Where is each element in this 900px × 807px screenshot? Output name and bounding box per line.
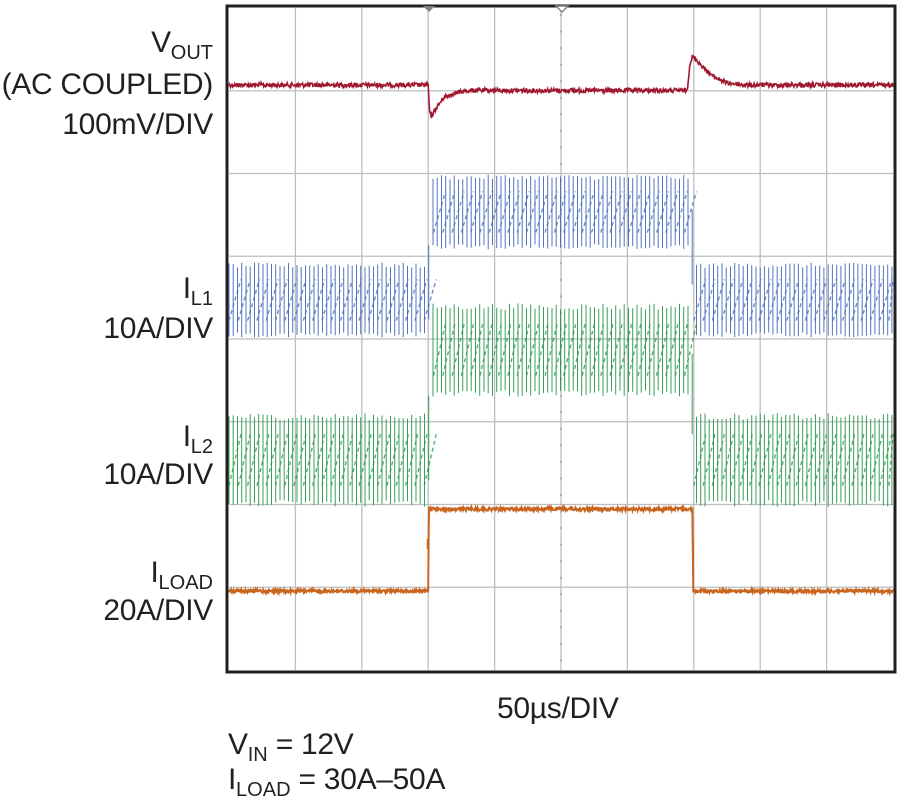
il2-label: IL2	[182, 420, 213, 458]
iload-condition: ILOAD = 30A–50A	[228, 763, 446, 801]
vin-condition: VIN = 12V	[228, 728, 354, 766]
trigger-marker	[423, 6, 435, 12]
iload-scale-label: 20A/DIV	[103, 594, 213, 627]
vout-scale-label: 100mV/DIV	[62, 108, 213, 141]
il1-scale-label: 10A/DIV	[103, 312, 213, 345]
vout-waveform	[228, 54, 894, 119]
il2-trace	[228, 303, 894, 507]
il1-ripple	[228, 174, 893, 338]
iload-trace	[228, 503, 894, 597]
il1-label: IL1	[182, 272, 213, 310]
vout-trace	[228, 54, 894, 119]
center-marker	[554, 5, 570, 14]
vout-label: VOUT	[151, 26, 213, 64]
il2-ripple	[228, 303, 893, 507]
il1-trace	[228, 174, 894, 338]
traces	[228, 54, 894, 597]
il2-scale-label: 10A/DIV	[103, 458, 213, 491]
timebase-label: 50µs/DIV	[497, 692, 619, 725]
il1-beat-texture	[228, 191, 894, 321]
iload-waveform	[228, 503, 894, 597]
iload-label: ILOAD	[150, 556, 213, 594]
vout-coupling-label: (AC COUPLED)	[1, 68, 214, 101]
